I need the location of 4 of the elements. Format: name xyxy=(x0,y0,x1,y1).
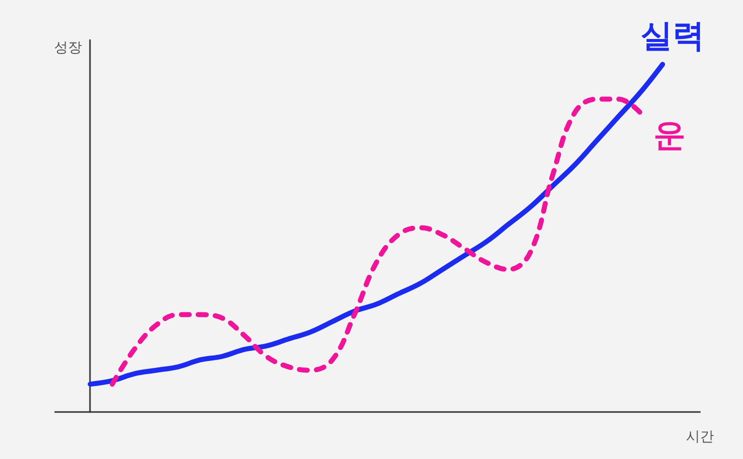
series-label: 운 xyxy=(654,116,686,154)
x-axis-title: 시간 xyxy=(686,429,714,445)
y-axis-title: 성장 xyxy=(54,40,82,56)
series-label: 실력 xyxy=(640,16,705,54)
